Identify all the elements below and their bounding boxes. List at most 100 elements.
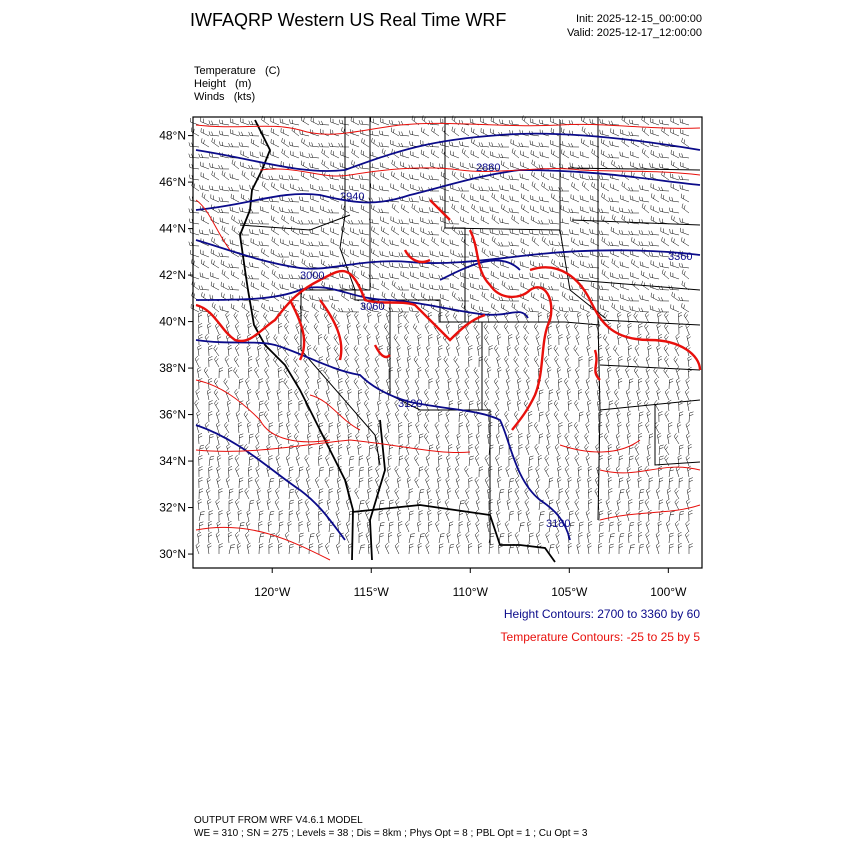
wind-barb [457,399,462,412]
wind-barb [279,283,290,291]
wind-barb [231,225,240,236]
wind-barb [440,237,450,247]
wind-barb [365,531,370,544]
wind-barb [314,311,320,324]
wind-barb [503,323,510,335]
wind-barb [600,304,610,313]
wind-barb [550,117,560,126]
wind-barb [685,322,690,335]
wind-barb [548,286,560,291]
wind-barb [200,215,210,225]
wind-barb [668,511,675,522]
wind-barb [659,163,670,170]
wind-barb [219,119,230,126]
wind-barb [255,432,260,445]
wind-barb [508,120,520,126]
wind-barb [511,214,520,225]
wind-barb [268,477,275,489]
wind-barb [288,488,295,500]
wind-barb [669,261,680,269]
wind-barb [476,399,481,412]
wind-barb [439,195,450,203]
wind-barb [368,477,373,489]
wind-barb [371,258,380,269]
wind-barb [528,532,534,544]
wind-barb [265,377,270,390]
wind-barb [438,533,445,544]
wind-barb [681,303,690,313]
wind-barb [365,498,370,511]
wind-barb [545,410,550,423]
wind-barb [400,171,410,181]
wind-barb [357,333,362,346]
wind-barb [533,356,540,368]
wind-barb [248,120,260,126]
wind-barb [537,344,542,357]
wind-barb [287,432,292,445]
wind-barb [240,117,250,126]
wind-barb [281,137,290,148]
wind-barb [370,248,380,258]
wind-barb [345,410,350,423]
wind-barb [549,162,560,170]
wind-barb [236,542,242,555]
wind-barb [487,311,492,324]
wind-barb [628,297,640,302]
wind-barb [221,170,230,181]
wind-barb [361,138,370,148]
wind-barb [500,172,510,181]
wind-barb [288,499,294,511]
wind-barb [660,227,670,236]
wind-barb [658,251,670,258]
wind-barb [495,410,500,423]
wind-barb [387,454,392,467]
wind-barb [348,308,360,313]
wind-barb [225,476,231,489]
wind-barb [586,410,591,423]
wind-barb [489,228,500,236]
wind-barb [608,120,620,126]
wind-barb [646,487,651,500]
wind-barb [551,259,560,269]
wind-barb [393,334,400,346]
wind-barb [398,142,410,148]
wind-barb [540,303,550,313]
wind-barb [678,296,690,302]
wind-barb [378,532,384,544]
wind-barb [411,203,420,214]
wind-barb [320,205,330,214]
wind-barb [254,366,260,379]
wind-barb [275,487,280,500]
wind-barb [428,499,433,511]
wind-barb [258,378,263,389]
wind-barb [498,296,510,302]
wind-barb [575,333,580,346]
wind-barb [438,455,443,467]
wind-barb [214,355,220,368]
wind-barb [375,465,380,478]
field-label-winds: Winds (kts) [194,91,256,103]
wind-barb [380,303,390,313]
wind-barb [474,443,480,456]
wind-barb [325,388,331,401]
wind-barb [293,367,300,379]
wind-barb [300,292,310,302]
wind-barb [458,230,470,236]
wind-barb [638,466,643,478]
wind-barb [308,252,320,258]
wind-barb [396,388,401,401]
wind-barb [664,454,670,467]
wind-barb [204,333,210,346]
wind-barb [674,487,680,500]
wind-barb [570,150,580,159]
wind-barb [546,421,551,434]
wind-barb [514,344,520,357]
lon-tick-label: 120°W [254,585,291,599]
wind-barb [513,411,520,423]
wind-barb [438,411,443,423]
wind-barb [496,333,502,346]
wind-barb [344,355,350,368]
wind-barb [238,477,244,489]
wind-barb [324,476,330,489]
wind-barb [470,282,480,291]
